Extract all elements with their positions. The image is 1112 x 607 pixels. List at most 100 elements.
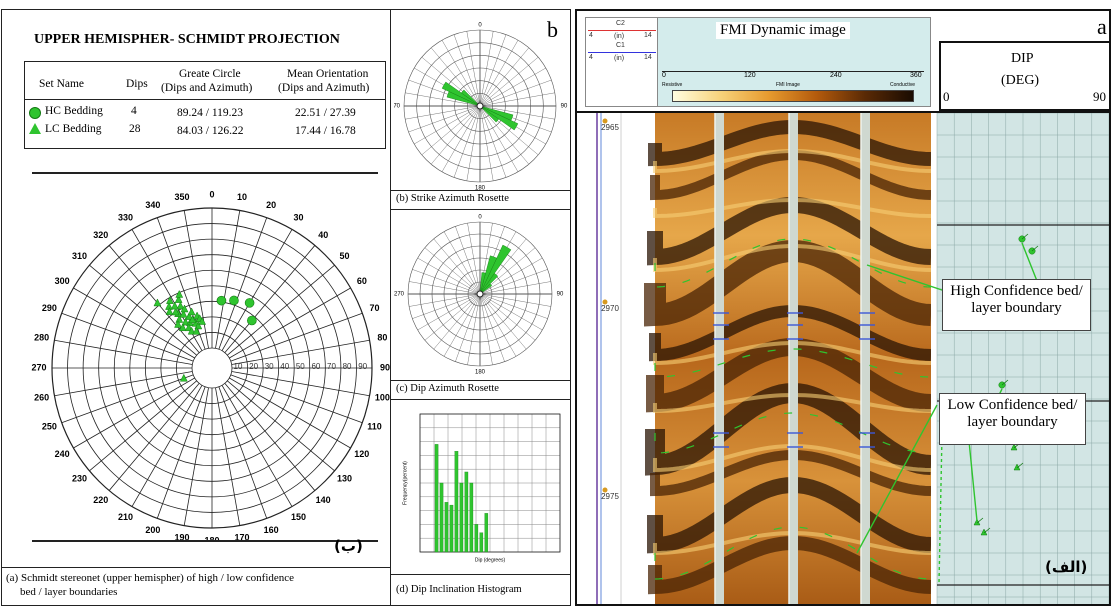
rosette-petal [441,81,481,107]
stereonet-spoke [89,264,197,356]
stereonet-spoke [218,217,268,350]
rosette-spoke [430,105,481,165]
stereonet-spoke [231,339,370,365]
azimuth-label: 320 [93,230,108,240]
rosette-spoke [479,105,555,120]
rosette-tick-270: 270 [394,292,405,298]
fmi-scale-120: 120 [744,72,756,79]
dip-scale-label: 70 [327,362,336,371]
lc-bedding-point [180,304,189,313]
stereonet-spoke [73,377,195,449]
rosette-spoke [479,34,507,107]
rosette-spoke [479,105,530,165]
arabic-label-b: (ب) [334,537,363,555]
stereonet-spoke [54,339,193,365]
rosette-tick-90: 90 [557,292,564,298]
hist-bar [474,524,479,553]
fmi-colorbar [672,90,914,102]
stereonet-grid [51,207,373,529]
rosette-spoke [479,105,494,181]
rosette-tick-180: 180 [475,186,486,192]
hist-bar [484,513,489,553]
lc-bedding-point [181,317,190,326]
azimuth-label: 220 [93,495,108,505]
rosette-petal [479,272,486,295]
hc-circle-icon [29,107,41,119]
rosette-spoke [466,105,481,181]
rosette-spoke [479,56,539,107]
c1-line [588,52,656,53]
fmi-resistive: Resistive [662,82,683,88]
rosette-tick-90: 90 [561,104,568,110]
rosette-tick-0: 0 [478,215,482,221]
azimuth-label: 60 [357,276,367,286]
c1-scale-left: 4 [589,54,593,61]
col-great-circle: Greate Circle [179,68,241,80]
panel-letter-b: b [547,17,558,42]
hc-bedding-point [229,295,239,306]
hist-xlabel: Dip (degrees) [475,557,506,563]
stereonet-caption-line1: (a) Schmidt stereonet (upper hemispher) … [6,572,295,584]
azimuth-label: 30 [293,213,303,223]
fmi-pad-gap [715,113,724,604]
separator-line [32,172,378,174]
hist-frame [419,413,561,553]
rosette-petal [479,273,499,295]
stereonet-spoke [73,287,195,359]
hc-bedding-point [216,295,227,306]
rosette-spoke [479,293,548,319]
rosette-spoke [424,247,481,295]
caliper-header: C2 4 (in) 14 C1 4 (in) 14 [585,17,659,107]
azimuth-label: 120 [354,449,369,459]
azimuth-label: 240 [55,449,70,459]
depth-label: 2965 [601,123,619,132]
stereonet-spoke [224,245,316,353]
dip-scale-label: 60 [311,362,320,371]
rosette-spoke [421,105,481,156]
rosette-spoke [479,293,543,331]
hc-bedding-point [247,315,257,326]
rosette-tick-270: 270 [394,104,401,110]
rosette-spoke [443,231,481,295]
lc-callout-box: Low Confidence bed/ layer boundary [939,393,1086,445]
lc-bedding-point [174,295,183,303]
hc-callout-line2: layer boundary [971,300,1062,316]
rosette-spoke [417,257,481,295]
depth-marker [602,487,608,493]
depth-marker [602,299,608,305]
rosette-petal [446,91,481,107]
lc-bedding-point [178,323,187,332]
rosette-grid [407,221,553,367]
rosette-spoke [455,226,481,295]
c1-label: C1 [616,42,625,49]
rosette-spoke [479,281,551,295]
hist-bar [479,532,484,553]
hist-bar [464,471,469,553]
stereonet-spoke [230,374,363,424]
rosette-spoke [409,293,481,307]
col-set-name: Set Name [39,78,85,90]
stereonet-spoke [89,380,197,472]
hist-ylabel: Frequency(percent) [402,461,408,505]
rosette-spoke [455,293,481,362]
rosette-petal [479,244,512,295]
rosette-spoke [408,105,481,133]
hc-callout-box: High Confidence bed/ layer boundary [942,279,1091,331]
rosette-spoke [414,105,481,145]
fmi-pad-gap [861,113,870,604]
azimuth-label: 140 [316,495,331,505]
stereonet-panel: UPPER HEMISPHER- SCHMIDT PROJECTION Set … [1,9,571,606]
lc-bedding-point [176,301,185,310]
strike-azimuth-rosette: 0 90 180 270 [394,23,568,192]
rosette-petal [479,105,514,121]
col-great-circle-sub: (Dips and Azimuth) [161,82,253,94]
hist-bar [469,482,474,553]
lc-bedding-point [174,319,182,328]
dip-inclination-histogram: Dip (degrees) Frequency(percent) [402,413,561,563]
rosette-spoke [466,31,481,107]
hist-bar [439,482,444,553]
azimuth-label: 80 [377,332,387,342]
table-row-lc-name: LC Bedding [45,123,102,135]
table-row-hc-mo: 22.51 / 27.39 [295,107,356,119]
dip-header: DIP (DEG) 0 90 [939,41,1109,111]
